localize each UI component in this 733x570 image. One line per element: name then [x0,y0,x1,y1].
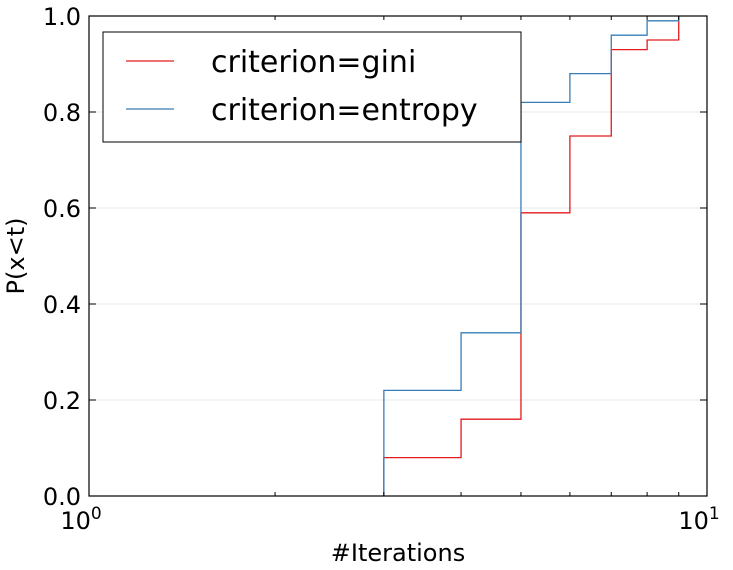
y-axis-label: P(x<t) [2,218,30,295]
y-tick-label: 0.6 [43,195,81,223]
x-tick-labels: 100 101 [60,504,719,535]
plot-frame [88,15,708,497]
series-lines [383,16,680,496]
series-line-0 [383,16,680,496]
axis-ticks [88,15,708,497]
y-tick-labels: 0.0 0.2 0.4 0.6 0.8 1.0 [43,3,81,511]
grid-lines [89,111,707,401]
legend-label: criterion=entropy [211,93,478,128]
y-tick-label: 0.4 [43,291,81,319]
legend: criterion=gini criterion=entropy [102,31,522,143]
y-tick-label: 0.8 [43,99,81,127]
y-tick-label: 0.0 [43,483,81,511]
y-tick-label: 0.2 [43,387,81,415]
x-tick-label: 100 [60,504,101,535]
y-tick-label: 1.0 [43,3,81,31]
legend-label: criterion=gini [211,45,416,80]
x-tick-label: 101 [678,504,719,535]
series-line-1 [383,16,680,496]
legend-box [102,31,522,143]
x-axis-label: #Iterations [331,539,465,567]
